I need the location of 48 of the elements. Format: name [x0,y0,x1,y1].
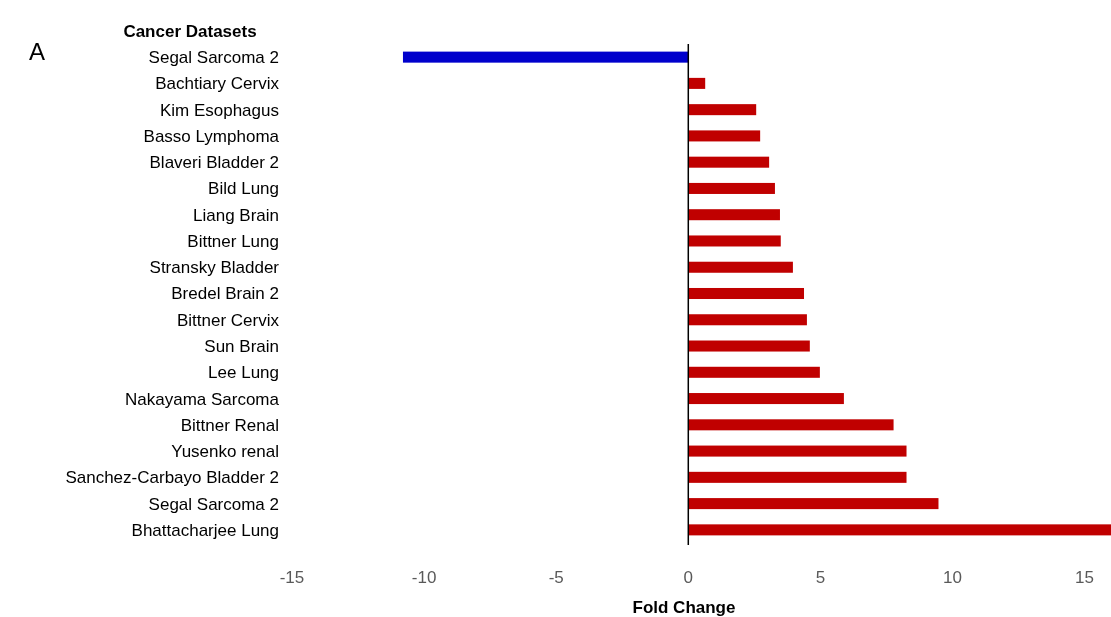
bar [688,156,770,168]
y-tick-label: Lee Lung [208,363,279,383]
y-tick-label: Segal Sarcoma 2 [148,48,279,68]
y-tick-label: Bild Lung [208,179,279,199]
bar [688,471,907,483]
y-tick-label: Bittner Cervix [176,310,280,330]
bar [688,130,761,142]
bar [688,77,706,89]
y-tick-label: Bachtiary Cervix [155,74,280,94]
bar [688,498,939,510]
text: A [28,38,46,65]
x-tick-label: -5 [548,568,564,587]
bar [688,445,907,457]
y-tick-label: Yusenko renal [171,442,279,462]
y-tick-label: Bredel Brain 2 [171,284,279,304]
x-tick-label: 10 [943,568,962,587]
bar [402,51,689,63]
bar [688,209,780,221]
bar [688,287,805,300]
y-tick-label: Segal Sarcoma 2 [148,494,279,514]
y-tick-label: Liang Brain [192,205,279,225]
bar [688,261,793,273]
x-tick-label: -15 [279,568,305,587]
y-tick-label: Sun Brain [204,336,279,356]
bar [688,419,894,431]
x-tick-label: 5 [815,568,826,587]
bar [688,340,810,352]
y-tick-label: Sanchez-Carbayo Bladder 2 [65,468,279,488]
y-tick-label: Basso Lymphoma [143,126,280,146]
bar [688,314,807,326]
y-axis-title: Cancer Datasets [123,22,257,41]
bar [688,235,781,247]
x-tick-label: 0 [683,568,694,587]
bar [688,366,820,378]
y-tick-label: Bittner Renal [180,415,279,435]
x-tick-label: 15 [1075,568,1095,587]
x-axis-title: Fold Change [632,598,736,617]
y-tick-label: Stransky Bladder [149,258,280,278]
y-tick-label: Bhattacharjee Lung [131,520,279,540]
y-tick-label: Kim Esophagus [159,100,279,120]
bar [688,182,775,194]
x-tick-label: -10 [411,568,437,587]
bar [688,524,1111,536]
y-tick-label: Blaveri Bladder 2 [149,153,279,173]
bar [688,104,757,116]
y-tick-label: Bittner Lung [187,231,279,251]
y-tick-label: Nakayama Sarcoma [124,389,280,409]
bar [688,393,844,405]
